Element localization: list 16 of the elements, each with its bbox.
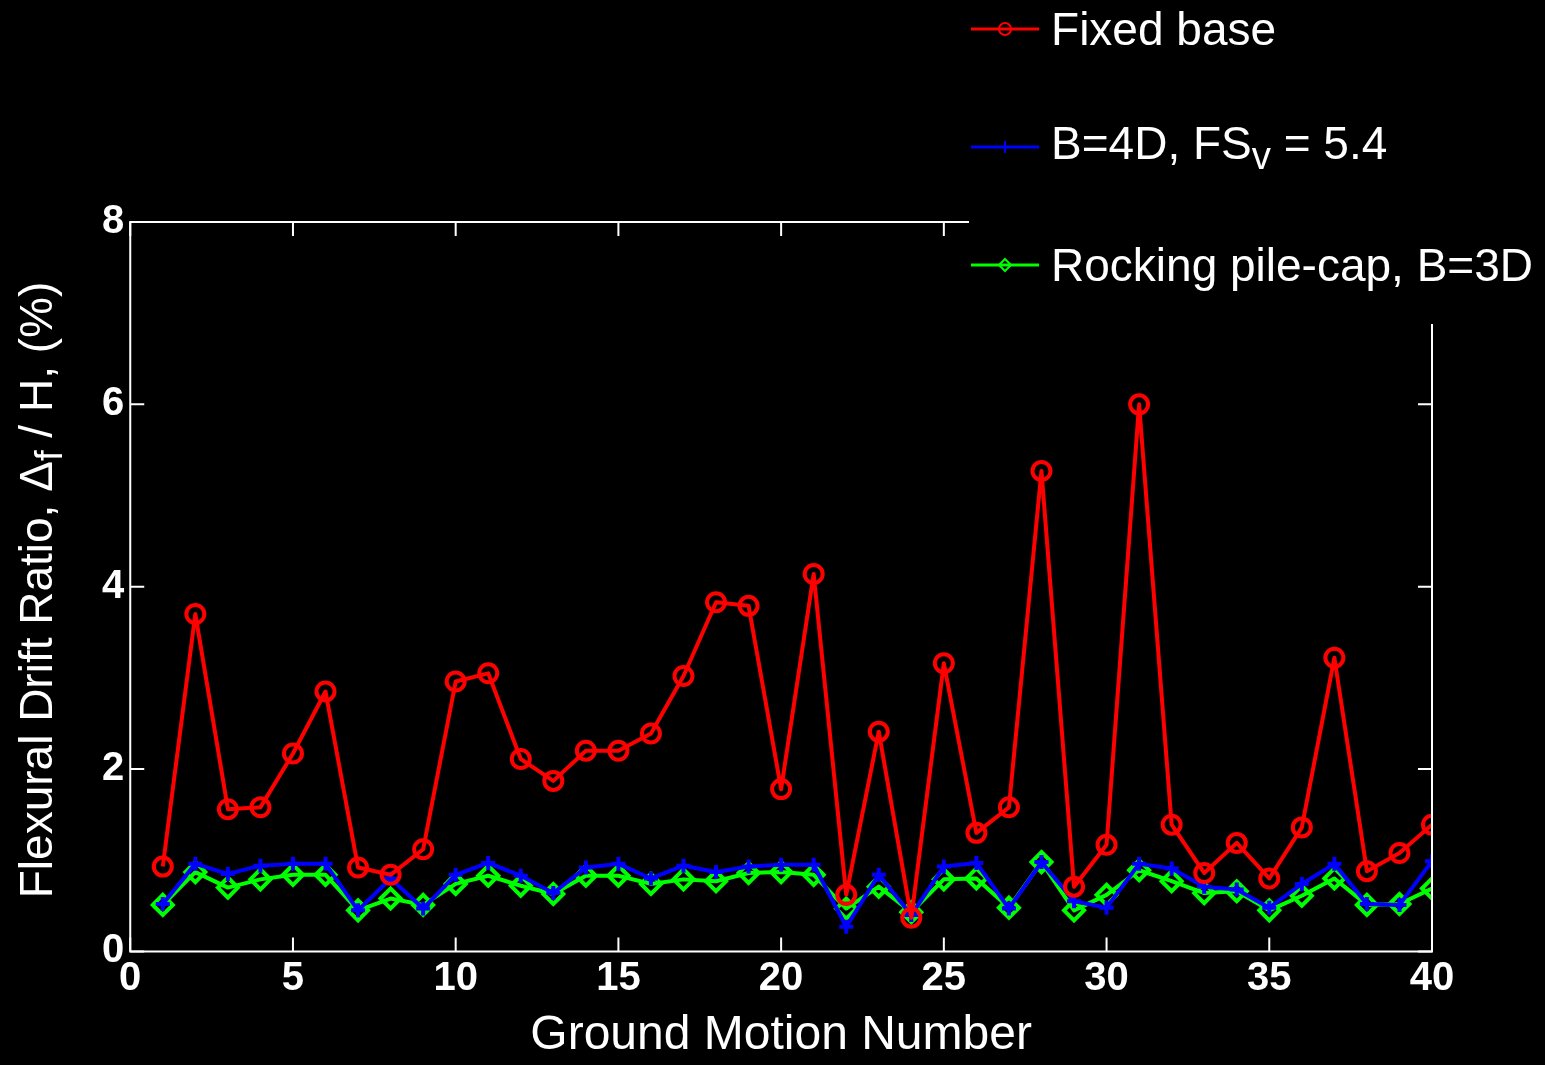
legend-label: B=4D, FS$_{v}$ = 5.4 xyxy=(1051,115,1388,179)
legend-label: Rocking pile-cap, B=3D xyxy=(1051,238,1533,292)
legend-label: Fixed base xyxy=(1051,2,1277,56)
y-tick-label: 6 xyxy=(102,379,125,424)
x-axis-title: Ground Motion Number xyxy=(530,1006,1032,1060)
x-tick-label: 25 xyxy=(921,954,967,999)
x-tick-label: 15 xyxy=(596,954,641,999)
y-tick-label: 2 xyxy=(102,744,125,789)
x-tick-label: 40 xyxy=(1409,954,1455,999)
x-tick-label: 5 xyxy=(281,954,305,999)
y-tick-label: 4 xyxy=(102,561,125,606)
x-tick-label: 20 xyxy=(758,954,804,999)
x-tick-label: 35 xyxy=(1247,954,1292,999)
x-tick-label: 30 xyxy=(1084,954,1129,999)
y-tick-label: 8 xyxy=(102,197,125,242)
x-tick-label: 10 xyxy=(433,954,478,999)
